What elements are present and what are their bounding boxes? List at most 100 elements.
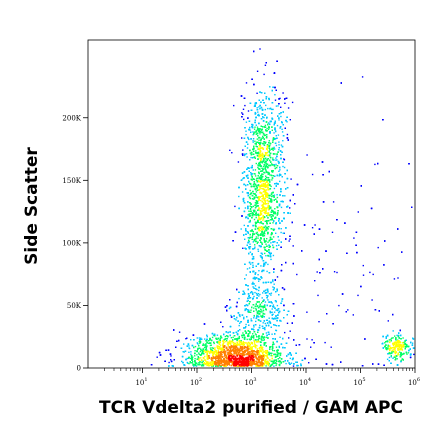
event-dot [248,303,250,305]
event-dot [286,355,288,357]
event-dot [245,216,247,219]
event-dot [269,195,271,197]
event-dot [259,239,261,241]
event-dot [287,353,290,356]
event-dot [242,332,244,334]
event-dot [274,208,276,210]
event-dot [276,276,279,278]
event-dot [272,254,275,257]
event-dot [266,221,268,224]
event-dot [254,272,257,274]
event-dot [276,349,279,351]
event-dot [265,365,267,367]
event-dot [274,217,276,219]
event-dot [265,243,267,245]
event-dot [234,231,237,233]
event-dot [252,257,255,260]
event-dot [355,231,358,233]
event-dot [242,198,244,200]
event-dot [279,150,282,152]
event-dot [173,329,175,331]
event-dot [269,181,271,183]
event-dot [264,92,266,94]
event-dot [242,197,245,200]
event-dot [289,212,291,214]
event-dot [281,287,284,289]
event-dot [250,131,252,133]
event-dot [238,207,240,210]
event-dot [273,159,275,161]
event-dot [274,212,277,215]
event-dot [255,240,257,243]
event-dot [245,184,247,187]
event-dot [165,349,167,351]
event-dot [273,350,276,352]
event-dot [249,230,252,232]
event-dot [252,148,255,150]
event-dot [196,362,198,364]
event-dot [280,157,282,160]
event-dot [341,293,344,295]
event-dot [249,251,252,253]
event-dot [241,172,244,174]
event-dot [270,364,272,367]
event-dot [247,288,249,291]
event-dot [292,262,294,265]
event-dot [254,193,256,195]
event-dot [216,338,218,340]
event-dot [270,198,272,200]
event-dot [279,97,281,100]
event-dot [253,287,255,289]
event-dot [258,139,260,141]
event-dot [324,341,326,344]
event-dot [258,106,260,108]
event-dot [250,230,253,232]
event-dot [247,321,249,323]
event-dot [292,245,294,247]
event-dot [272,289,275,291]
event-dot [255,145,257,147]
event-dot [201,361,203,363]
event-dot [235,338,237,340]
event-dot [264,114,266,116]
event-dot [394,335,396,337]
event-dot [197,343,199,345]
event-dot [266,130,268,132]
event-dot [387,335,389,337]
event-dot [271,192,273,194]
event-dot [201,352,204,354]
event-dot [280,206,283,209]
event-dot [243,177,245,179]
event-dot [278,364,281,366]
event-dot [270,281,272,284]
event-dot [308,362,310,364]
event-dot [402,337,404,339]
event-dot [186,357,188,360]
event-dot [252,233,254,235]
event-dot [272,170,274,172]
event-dot [269,245,271,248]
event-dot [283,232,285,234]
event-dot [257,209,259,211]
event-dot [258,337,260,340]
event-dot [236,339,238,341]
event-dot [263,237,265,240]
event-dot [282,165,284,168]
event-dot [195,365,198,367]
event-dot [194,352,196,355]
event-dot [374,309,377,311]
event-dot [209,344,212,347]
event-dot [193,346,195,349]
event-dot [252,231,254,233]
event-dot [279,360,281,362]
event-dot [281,220,283,222]
event-dot [385,341,387,343]
event-dot [279,169,281,171]
event-dot [252,124,254,126]
event-dot [261,242,263,244]
event-dot [246,316,248,318]
event-dot [396,364,399,366]
event-dot [259,324,261,327]
event-dot [188,362,190,365]
event-dot [254,305,257,307]
